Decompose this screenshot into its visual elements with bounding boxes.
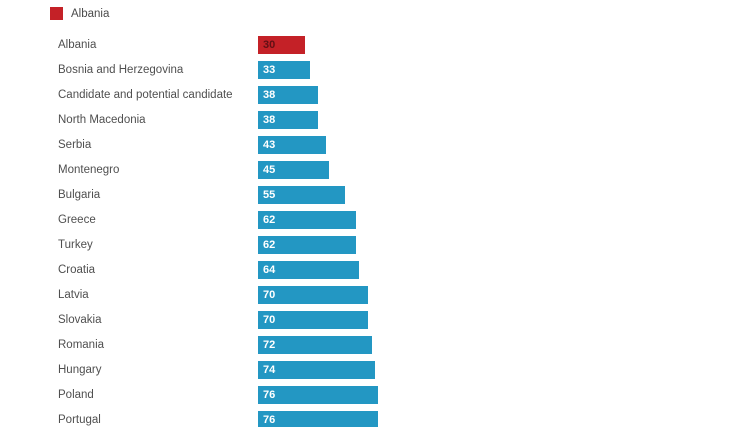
legend-label: Albania [71,7,110,20]
value-label: 64 [263,263,276,276]
value-label: 38 [263,88,276,101]
category-label: Romania [58,338,105,351]
category-label: Bosnia and Herzegovina [58,63,184,76]
value-label: 30 [263,38,276,51]
category-label: Candidate and potential candidate [58,88,233,101]
category-label: Montenegro [58,163,120,176]
bar[interactable]: 38 [258,85,318,104]
bar[interactable]: 74 [258,360,375,379]
category-label: Croatia [58,263,96,276]
value-label: 70 [263,313,276,326]
table-row: North Macedonia 38 [58,107,378,132]
table-row: Serbia 43 [58,132,378,157]
bar[interactable]: 62 [258,235,356,254]
value-label: 33 [263,63,276,76]
table-row: Hungary 74 [58,357,378,382]
bar[interactable]: 45 [258,160,329,179]
legend-item-albania[interactable]: Albania [50,7,109,20]
category-label: Bulgaria [58,188,101,201]
category-label: North Macedonia [58,113,146,126]
table-row: Poland 76 [58,382,378,407]
category-label: Serbia [58,138,92,151]
value-label: 76 [263,413,276,426]
table-row: Greece 62 [58,207,378,232]
bar[interactable]: 33 [258,60,310,79]
category-label: Slovakia [58,313,102,326]
table-row: Bosnia and Herzegovina 33 [58,57,378,82]
category-label: Greece [58,213,96,226]
table-row: Latvia 70 [58,282,378,307]
table-row: Montenegro 45 [58,157,378,182]
table-row: Candidate and potential candidate 38 [58,82,378,107]
bar[interactable]: 64 [258,260,359,279]
bar[interactable]: 43 [258,135,326,154]
table-row: Albania 30 [58,32,378,57]
bar[interactable]: 38 [258,110,318,129]
value-label: 62 [263,213,276,226]
table-row: Bulgaria 55 [58,182,378,207]
category-label: Latvia [58,288,89,301]
bar[interactable]: 72 [258,335,372,354]
table-row: Turkey 62 [58,232,378,257]
value-label: 43 [263,138,276,151]
table-row: Portugal 76 [58,407,378,427]
category-label: Hungary [58,363,102,376]
category-label: Albania [58,38,97,51]
bar[interactable]: 70 [258,285,368,304]
bar[interactable]: 55 [258,185,345,204]
bar[interactable]: 30 [258,35,305,54]
value-label: 70 [263,288,276,301]
value-label: 38 [263,113,276,126]
bar[interactable]: 76 [258,385,378,404]
value-label: 76 [263,388,276,401]
bar[interactable]: 76 [258,410,378,427]
value-label: 74 [263,363,276,376]
category-label: Turkey [58,238,93,251]
category-label: Poland [58,388,94,401]
table-row: Croatia 64 [58,257,378,282]
value-label: 62 [263,238,276,251]
table-row: Slovakia 70 [58,307,378,332]
bar[interactable]: 70 [258,310,368,329]
table-row: Romania 72 [58,332,378,357]
value-label: 72 [263,338,276,351]
value-label: 55 [263,188,276,201]
value-label: 45 [263,163,276,176]
legend-swatch [50,7,63,20]
chart-plot-area: Albania 30 Bosnia and Herzegovina 33 Can… [58,32,378,427]
bar-rows: Albania 30 Bosnia and Herzegovina 33 Can… [58,32,378,427]
category-label: Portugal [58,413,101,426]
bar[interactable]: 62 [258,210,356,229]
